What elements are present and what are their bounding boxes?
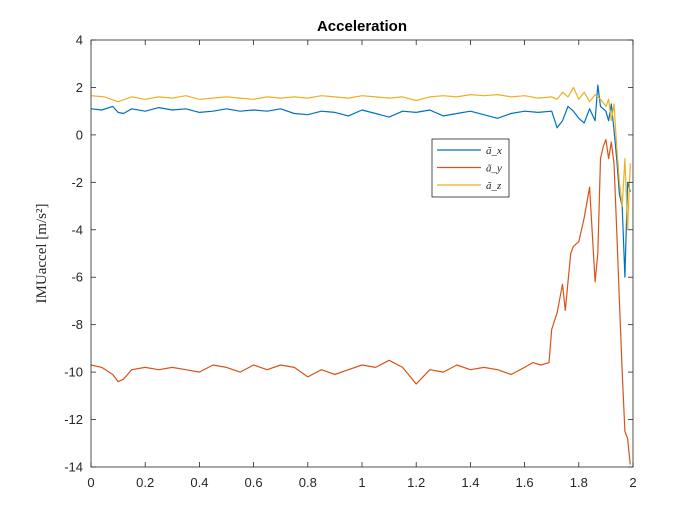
legend-label: ã_x xyxy=(486,145,502,157)
y-tick-label: -8 xyxy=(71,317,83,332)
x-tick-label: 0.8 xyxy=(299,475,317,490)
x-axis: 0 0.2 0.4 0.6 0.8 1 1.2 1.4 1.6 1.8 2 xyxy=(87,40,637,490)
series-line-1 xyxy=(90,84,631,278)
y-tick-label: -6 xyxy=(71,270,83,285)
series-line-2 xyxy=(90,139,631,465)
x-tick-label: 2 xyxy=(629,475,636,490)
legend: ã_x ã_y ã_z xyxy=(431,138,510,198)
x-tick-label: 0.6 xyxy=(245,475,263,490)
series-line-3 xyxy=(90,86,631,231)
x-tick-label: 0.4 xyxy=(190,475,208,490)
y-tick-label: -10 xyxy=(64,365,83,380)
y-tick-label: -4 xyxy=(71,222,83,237)
series-layer xyxy=(90,84,631,465)
x-tick-label: 0 xyxy=(87,475,94,490)
y-tick-label: -14 xyxy=(64,460,83,475)
y-tick-label: 4 xyxy=(76,33,83,48)
y-tick-label: -2 xyxy=(71,175,83,190)
legend-label: ã_y xyxy=(486,163,502,175)
y-tick-label: -12 xyxy=(64,412,83,427)
x-tick-label: 1.2 xyxy=(407,475,425,490)
y-axis: 4 2 0 -2 -4 -6 -8 -10 -12 -14 xyxy=(64,33,633,475)
x-tick-label: 1 xyxy=(358,475,365,490)
x-tick-label: 1.6 xyxy=(516,475,534,490)
y-axis-label: IMUaccel [m/s²] xyxy=(34,204,50,304)
plot-area xyxy=(91,40,633,467)
legend-label: ã_z xyxy=(486,180,502,192)
y-tick-label: 0 xyxy=(76,127,83,142)
x-tick-label: 1.8 xyxy=(570,475,588,490)
x-tick-label: 0.2 xyxy=(136,475,154,490)
x-tick-label: 1.4 xyxy=(461,475,479,490)
y-tick-label: 2 xyxy=(76,80,83,95)
chart-title: Acceleration xyxy=(317,18,407,35)
